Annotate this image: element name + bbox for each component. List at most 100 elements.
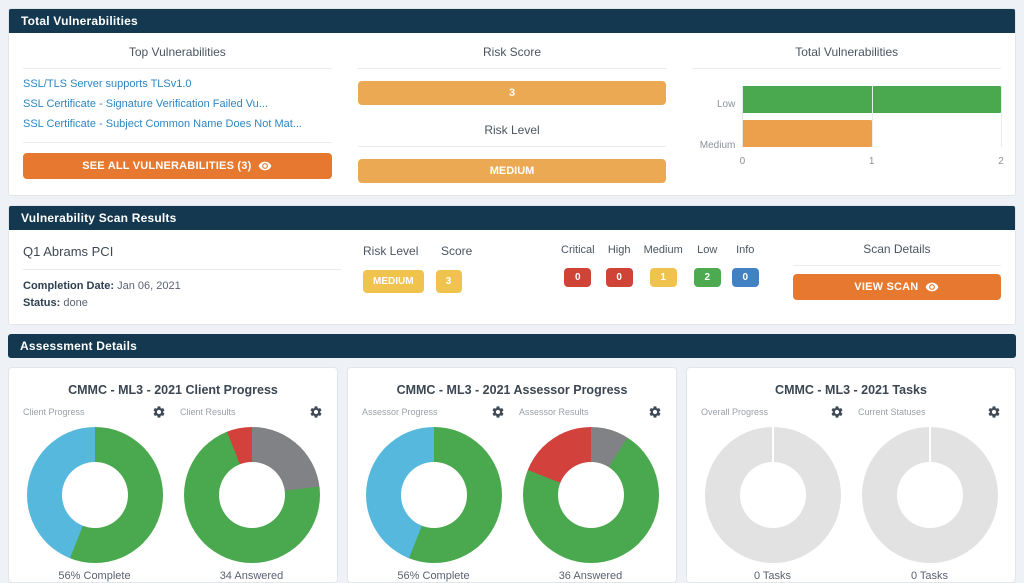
bar-chart-plot-area: Low Medium: [700, 86, 1003, 151]
chart-label: Client Results: [180, 407, 236, 418]
y-axis-label-low: Low: [716, 99, 736, 110]
eye-icon: [258, 159, 272, 173]
scan-results-panel: Vulnerability Scan Results Q1 Abrams PCI…: [8, 205, 1016, 326]
assessment-card-cmmc-assessor-progress: CMMC - ML3 - 2021 Assessor Progress Asse…: [347, 367, 677, 583]
chart-half: Client Progress 56% Complete: [19, 403, 170, 583]
donut-caption: 56% Complete: [397, 570, 470, 583]
divider: [792, 265, 1001, 266]
top-vulnerabilities-title: Top Vulnerabilities: [128, 45, 226, 59]
severity-count-badge: 0: [605, 268, 633, 287]
risk-level-title: Risk Level: [484, 123, 540, 137]
severity-label: Info: [736, 244, 755, 256]
divider: [23, 269, 341, 270]
score-badge: 3: [435, 270, 462, 293]
card-title: CMMC - ML3 - 2021 Assessor Progress: [396, 383, 628, 398]
scan-name-block: Q1 Abrams PCI Completion Date: Jan 06, 2…: [23, 238, 341, 312]
gear-icon[interactable]: [309, 405, 323, 419]
assessment-card-cmmc-tasks: CMMC - ML3 - 2021 Tasks Overall Progress…: [686, 367, 1016, 583]
x-tick-0: 0: [739, 156, 746, 167]
scan-details-block: Scan Details VIEW SCAN: [792, 238, 1001, 300]
donut-caption: 0 Tasks: [753, 570, 792, 583]
donut-caption: 56% Complete: [58, 570, 131, 583]
gear-icon[interactable]: [491, 405, 505, 419]
divider: [357, 146, 667, 147]
card-title: CMMC - ML3 - 2021 Tasks: [775, 383, 927, 398]
total-vulnerabilities-panel-header: Total Vulnerabilities: [9, 9, 1015, 33]
chart-half: Assessor Results 36 Answered: [515, 403, 666, 583]
severity-label: Medium: [643, 244, 683, 256]
donut-caption: 34 Answered: [219, 570, 284, 583]
risk-score-value-bar: 3: [357, 81, 667, 105]
completion-date-label: Completion Date:: [23, 280, 115, 292]
chart-label: Overall Progress: [701, 407, 769, 418]
donut-caption: 0 Tasks: [910, 570, 949, 583]
see-all-vulnerabilities-button[interactable]: SEE ALL VULNERABILITIES (3): [23, 153, 332, 179]
scan-meta: Completion Date: Jan 06, 2021 Status: do…: [23, 270, 341, 312]
severity-label: High: [607, 244, 631, 256]
risk-level-badge: MEDIUM: [363, 270, 424, 293]
severity-medium: Medium 1: [644, 238, 683, 287]
total-vulnerabilities-panel: Total Vulnerabilities Top Vulnerabilitie…: [8, 8, 1016, 196]
see-all-vulnerabilities-label: SEE ALL VULNERABILITIES (3): [82, 160, 252, 172]
chart-title: Total Vulnerabilities: [795, 45, 899, 59]
bar-medium: [743, 120, 873, 147]
donut-chart: [183, 427, 320, 564]
status-row: Status: done: [23, 295, 341, 312]
risk-level-value-bar: MEDIUM: [357, 159, 667, 183]
x-axis: 0 1 2: [739, 154, 1004, 167]
severity-count-badge: 0: [731, 268, 759, 287]
chart-half: Overall Progress 0 Tasks: [697, 403, 848, 583]
vulnerability-link[interactable]: SSL/TLS Server supports TLSv1.0: [23, 78, 192, 90]
divider: [692, 68, 1002, 69]
x-tick-1: 1: [868, 156, 875, 167]
x-tick-2: 2: [998, 156, 1004, 167]
completion-date-value: Jan 06, 2021: [117, 280, 181, 292]
risk-column: Risk Score 3 Risk Level MEDIUM: [357, 41, 667, 183]
card-title: CMMC - ML3 - 2021 Client Progress: [68, 383, 278, 398]
vulnerability-link[interactable]: SSL Certificate - Subject Common Name Do…: [23, 118, 302, 130]
risk-level-score-block: Risk Level Score MEDIUM 3: [363, 238, 503, 293]
gear-icon[interactable]: [830, 405, 844, 419]
donut-chart: [365, 427, 502, 564]
severity-label: Critical: [561, 244, 595, 256]
severity-count-badge: 1: [649, 268, 677, 287]
donut-caption: 36 Answered: [558, 570, 623, 583]
risk-level-header: Risk Level: [363, 244, 419, 258]
chart-half: Assessor Progress 56% Complete: [358, 403, 509, 583]
status-value: done: [63, 297, 88, 310]
severity-low: Low 2: [693, 238, 721, 287]
severity-info: Info 0: [731, 238, 759, 287]
chart-label: Assessor Results: [519, 407, 589, 418]
donut-chart: [861, 427, 998, 564]
chart-label: Current Statuses: [858, 407, 926, 418]
total-vulnerabilities-bar-chart: Low Medium 0 1 2: [692, 69, 1004, 167]
risk-score-title: Risk Score: [483, 45, 542, 59]
severity-count-badge: 0: [564, 268, 592, 287]
y-axis-label-medium: Medium: [699, 140, 736, 151]
total-vulnerabilities-chart-column: Total Vulnerabilities Low Medium 0 1: [692, 41, 1004, 183]
assessment-details-header: Assessment Details: [8, 334, 1016, 359]
gear-icon[interactable]: [987, 405, 1001, 419]
assessment-cards-grid: CMMC - ML3 - 2021 Client Progress Client…: [8, 367, 1016, 583]
gear-icon[interactable]: [152, 405, 166, 419]
donut-chart: [704, 427, 841, 564]
chart-label: Assessor Progress: [362, 407, 438, 418]
view-scan-button[interactable]: VIEW SCAN: [792, 274, 1001, 300]
donut-chart: [26, 427, 163, 564]
scan-details-header: Scan Details: [863, 242, 931, 256]
severity-critical: Critical 0: [561, 238, 595, 287]
vulnerability-link[interactable]: SSL Certificate - Signature Verification…: [23, 98, 268, 110]
severity-count-badge: 2: [693, 268, 721, 287]
divider: [23, 68, 332, 69]
gear-icon[interactable]: [648, 405, 662, 419]
score-header: Score: [441, 244, 473, 258]
divider: [357, 68, 667, 69]
vulnerability-links: SSL/TLS Server supports TLSv1.0 SSL Cert…: [23, 69, 332, 142]
donut-chart: [522, 427, 659, 564]
assessment-card-cmmc-client-progress: CMMC - ML3 - 2021 Client Progress Client…: [8, 367, 338, 583]
top-vulnerabilities-column: Top Vulnerabilities SSL/TLS Server suppo…: [23, 41, 332, 183]
gridline: [872, 86, 874, 147]
chart-half: Client Results 34 Answered: [176, 403, 327, 583]
severity-label: Low: [697, 244, 718, 256]
